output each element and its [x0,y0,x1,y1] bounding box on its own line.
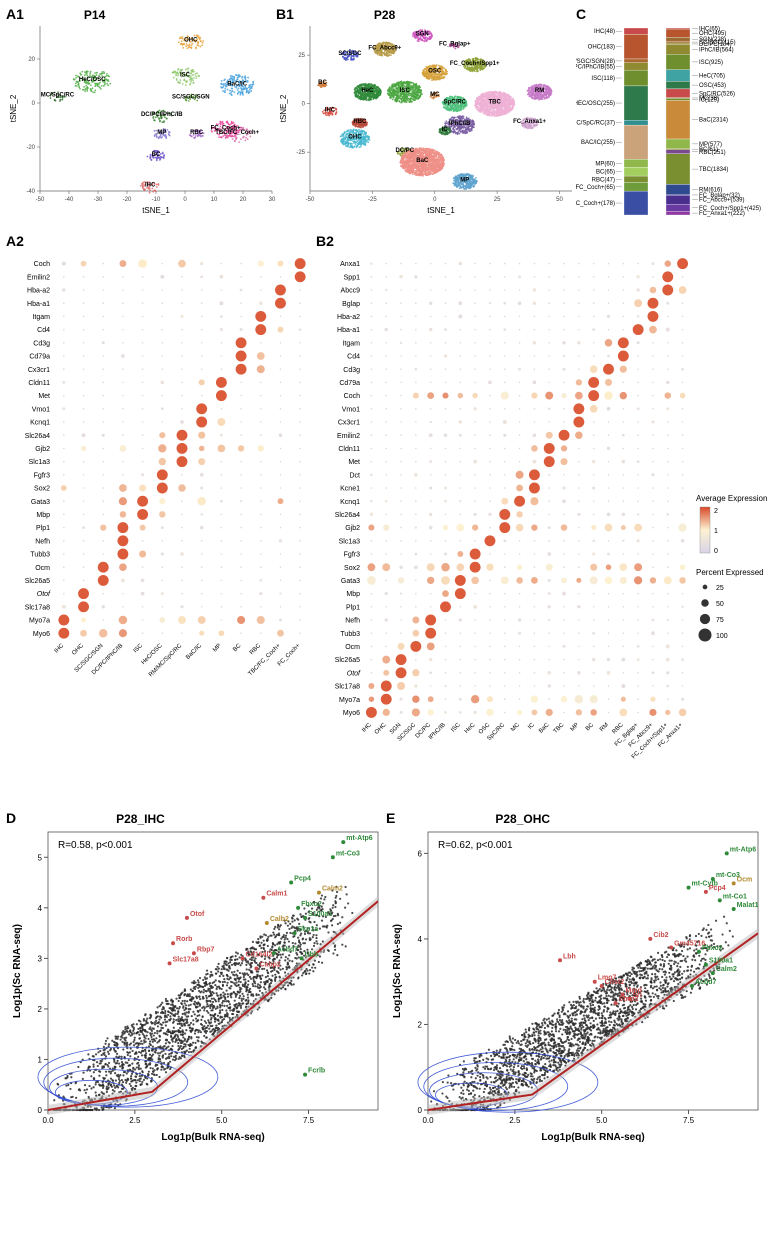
svg-text:0: 0 [183,197,187,203]
dotplot-legend: Average Expression210Percent Expressed25… [696,233,768,806]
title-P14: P14 [84,8,105,22]
tsne-P14: -50-40-30-20-100102030-40-20020tSNE_1tSN… [6,22,276,217]
row-dotplots: A2 CochEmilin2Hba-a2Hba-a1ItgamCd4Cd3gCd… [6,233,769,806]
title-D: P28_IHC [116,812,165,826]
panel-B1: B1 P28 -50-2502550-25025tSNE_1tSNE_2IHCO… [276,6,576,229]
svg-text:tSNE_1: tSNE_1 [427,206,455,215]
svg-text:-25: -25 [296,150,305,156]
figure-root: A1 P14 -50-40-30-20-100102030-40-20020tS… [0,0,775,1157]
svg-text:-10: -10 [152,197,161,203]
svg-text:-50: -50 [36,197,45,203]
svg-text:-30: -30 [94,197,103,203]
stackbar: IHC(48)OHC(183)SC/SGC/SGN(28)DC/PC/IPhC/… [576,24,771,224]
svg-text:0: 0 [433,197,437,203]
svg-text:-25: -25 [368,197,377,203]
title-E: P28_OHC [495,812,550,826]
panel-C: C IHC(48)OHC(183)SC/SGC/SGN(28)DC/PC/IPh… [576,6,771,229]
svg-text:-40: -40 [26,189,35,195]
dotplot-legend-svg: Average Expression210Percent Expressed25… [696,493,768,673]
title-P28: P28 [374,8,395,22]
svg-text:SC/SGC/SGN: SC/SGC/SGN [172,95,210,101]
svg-text:10: 10 [211,197,218,203]
dotplot-B2: Anxa1Spp1Abcc9BglapHba-a2Hba-a1ItgamCd4C… [316,251,696,801]
panel-label-A1: A1 [6,6,24,22]
panel-label-D: D [6,810,16,826]
svg-text:MP: MP [157,130,166,136]
svg-text:tSNE_2: tSNE_2 [279,94,288,122]
panel-label-B2: B2 [316,233,334,249]
svg-text:IHC: IHC [145,183,156,189]
corr-E: 0.02.55.07.50246Log1p(Bulk RNA-seq)Log1p… [386,826,766,1146]
svg-text:RBC: RBC [190,130,204,136]
svg-text:25: 25 [298,53,305,59]
svg-text:OHC: OHC [184,37,198,43]
svg-text:50: 50 [556,197,563,203]
panel-A2: A2 CochEmilin2Hba-a2Hba-a1ItgamCd4Cd3gCd… [6,233,316,806]
panel-label-C: C [576,6,586,22]
svg-text:30: 30 [269,197,276,203]
svg-text:DC/PC/IPhC/IB: DC/PC/IPhC/IB [141,112,183,118]
svg-text:tSNE_2: tSNE_2 [9,94,18,122]
svg-text:BaC/IC: BaC/IC [227,81,247,87]
svg-text:FC_Coch+: FC_Coch+ [211,125,241,131]
panel-A1: A1 P14 -50-40-30-20-100102030-40-20020tS… [6,6,276,229]
panel-label-E: E [386,810,395,826]
svg-text:-20: -20 [26,145,35,151]
panel-E: E P28_OHC 0.02.55.07.50246Log1p(Bulk RNA… [386,810,766,1151]
svg-text:20: 20 [28,57,35,63]
svg-text:MC/SpC/RC: MC/SpC/RC [41,92,75,98]
panel-D: D P28_IHC 0.02.55.07.5012345Log1p(Bulk R… [6,810,386,1151]
svg-text:-20: -20 [123,197,132,203]
dotplot-A2: CochEmilin2Hba-a2Hba-a1ItgamCd4Cd3gCd79a… [6,251,316,801]
svg-text:-40: -40 [65,197,74,203]
svg-text:20: 20 [240,197,247,203]
svg-text:HeC/OSC: HeC/OSC [79,77,106,83]
row-top: A1 P14 -50-40-30-20-100102030-40-20020tS… [6,6,769,229]
svg-text:tSNE_1: tSNE_1 [142,206,170,215]
svg-text:0: 0 [32,101,36,107]
svg-text:BC: BC [152,152,161,158]
panel-label-A2: A2 [6,233,24,249]
panel-label-B1: B1 [276,6,294,22]
svg-text:-50: -50 [306,197,315,203]
corr-D: 0.02.55.07.5012345Log1p(Bulk RNA-seq)Log… [6,826,386,1146]
svg-text:ISC: ISC [180,73,191,79]
tsne-P28: -50-2502550-25025tSNE_1tSNE_2IHCOHCSGNSC… [276,22,576,217]
row-corr: D P28_IHC 0.02.55.07.5012345Log1p(Bulk R… [6,810,769,1151]
svg-text:0: 0 [302,102,306,108]
panel-B2: B2 Anxa1Spp1Abcc9BglapHba-a2Hba-a1ItgamC… [316,233,696,806]
svg-text:25: 25 [494,197,501,203]
